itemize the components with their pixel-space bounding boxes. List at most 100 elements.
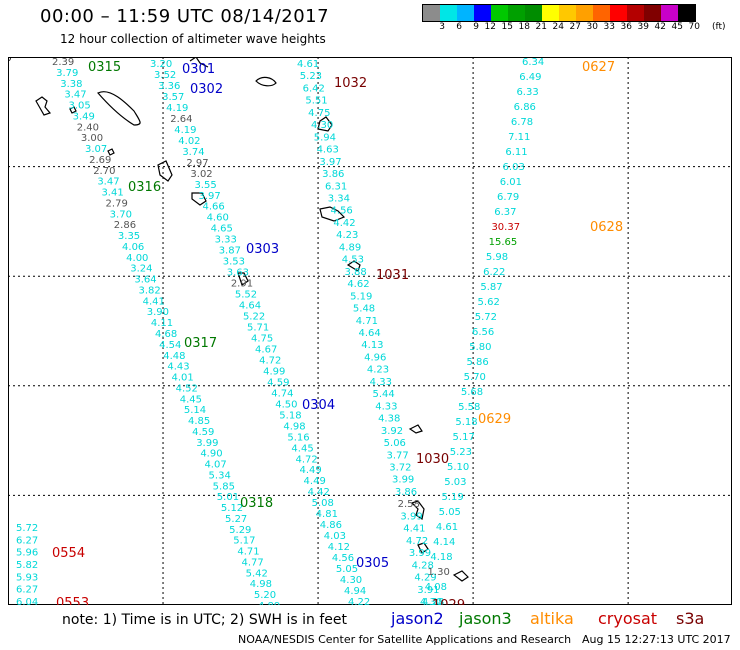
wave-height-value: 4.68 — [155, 329, 177, 340]
wave-height-value: 5.10 — [447, 462, 469, 473]
color-scale-tick-label: 27 — [569, 22, 581, 32]
wave-height-value: 6.27 — [16, 535, 38, 546]
color-scale-tick-label: 33 — [603, 22, 615, 32]
wave-height-value: 3.82 — [139, 285, 161, 296]
track-id-label: 0317 — [184, 336, 217, 351]
wave-height-value: 3.87 — [219, 246, 241, 257]
wave-height-value: 4.33 — [370, 377, 392, 388]
color-scale-tick-label: 6 — [456, 22, 462, 32]
wave-height-value: 3.41 — [101, 188, 123, 199]
wave-height-value: 4.49 — [300, 465, 322, 476]
wave-height-value: 6.04 — [16, 597, 38, 605]
island-shape — [319, 206, 346, 222]
wave-height-value: 5.72 — [16, 523, 38, 534]
island-shape — [69, 106, 77, 114]
mission-jason3-label: jason3 — [459, 609, 512, 628]
island-shape — [189, 56, 209, 68]
color-scale-swatch — [559, 5, 576, 21]
wave-height-value: 3.91 — [417, 585, 439, 596]
wave-height-value: 4.89 — [339, 242, 361, 253]
wave-height-value: 1.30 — [428, 567, 450, 578]
wave-height-value: 4.61 — [436, 522, 458, 533]
island-shape — [452, 570, 469, 582]
wave-height-value: 5.23 — [300, 71, 322, 82]
track-id-label: 0553 — [56, 596, 89, 605]
wave-height-value: 4.06 — [122, 242, 144, 253]
wave-height-value: 6.79 — [497, 192, 519, 203]
wave-height-value: 4.74 — [271, 388, 293, 399]
color-scale-unit: (ft) — [712, 22, 726, 32]
color-scale-swatch — [678, 5, 695, 21]
color-scale-swatch — [525, 5, 542, 21]
color-scale-tick-label: 45 — [671, 22, 683, 32]
wave-height-value: 5.19 — [350, 291, 372, 302]
wave-height-value: 4.64 — [239, 301, 261, 312]
chart-title: 00:00 – 11:59 UTC 08/14/2017 — [40, 6, 330, 27]
color-scale-swatch — [661, 5, 678, 21]
wave-height-value: 3.99 — [196, 438, 218, 449]
wave-height-value: 5.71 — [247, 323, 269, 334]
wave-height-map: 2.39 3.79 3.38 3.47 3.05 3.49 2.40 3.00 3.07 2.69… — [0, 54, 732, 618]
footer-note: note: 1) Time is in UTC; 2) SWH is in fe… — [62, 612, 348, 628]
wave-height-value: 5.42 — [246, 568, 268, 579]
mission-altika-label: altika — [530, 609, 574, 628]
wave-height-value: 3.86 — [322, 169, 344, 180]
wave-height-value: 3.63 — [227, 268, 249, 279]
wave-height-value: 4.02 — [178, 136, 200, 147]
track-id-label: 0303 — [246, 242, 279, 257]
wave-height-value: 6.56 — [472, 327, 494, 338]
wave-height-value: 4.72 — [295, 454, 317, 465]
wave-height-value: 5.27 — [225, 514, 247, 525]
wave-height-value: 3.55 — [194, 180, 216, 191]
grid-lines — [8, 57, 732, 605]
wave-height-value: 4.71 — [356, 316, 378, 327]
wave-height-value: 4.29 — [414, 573, 436, 584]
wave-height-value: 4.62 — [347, 279, 369, 290]
wave-height-value: 4.07 — [204, 460, 226, 471]
wave-height-value: 2.39 — [52, 57, 74, 68]
color-scale-swatch — [474, 5, 491, 21]
wave-height-value: 2.69 — [89, 155, 111, 166]
track-id-label: 1032 — [334, 76, 367, 91]
wave-height-value: 6.33 — [516, 87, 538, 98]
wave-height-value: 3.79 — [56, 68, 78, 79]
wave-height-value: 5.94 — [314, 132, 336, 143]
wave-height-value: 6.31 — [325, 181, 347, 192]
color-scale-tick-label: 9 — [473, 22, 479, 32]
wave-height-value: 4.42 — [333, 218, 355, 229]
wave-height-value: 3.02 — [190, 169, 212, 180]
wave-height-value: 3.49 — [73, 111, 95, 122]
mission-s3a-label: s3a — [676, 609, 705, 628]
wave-height-value: 5.05 — [336, 564, 358, 575]
wave-height-value: 5.82 — [16, 560, 38, 571]
color-scale-tick-label: 15 — [501, 22, 513, 32]
color-scale-tick-label: 36 — [620, 22, 632, 32]
color-scale-swatch — [576, 5, 593, 21]
wave-height-value: 3.57 — [162, 92, 184, 103]
wave-height-value: 4.48 — [163, 351, 185, 362]
wave-height-value: 4.72 — [406, 536, 428, 547]
wave-height-value: 3.90 — [147, 307, 169, 318]
wave-height-value: 5.18 — [279, 410, 301, 421]
wave-height-value: 4.77 — [242, 557, 264, 568]
wave-height-value: 6.37 — [494, 207, 516, 218]
islands — [35, 56, 469, 582]
track-id-label: 1031 — [376, 268, 409, 283]
wave-height-value: 5.98 — [486, 252, 508, 263]
wave-height-value: 5.12 — [221, 503, 243, 514]
wave-height-value: 4.86 — [320, 520, 342, 531]
wave-height-value: 4.08 — [425, 582, 447, 593]
wave-height-value: 4.98 — [283, 421, 305, 432]
wave-height-value: 5.23 — [450, 447, 472, 458]
wave-height-value: 4.94 — [344, 586, 366, 597]
wave-height-value: 3.07 — [85, 144, 107, 155]
wave-height-value: 4.11 — [151, 318, 173, 329]
credit-text: NOAA/NESDIS Center for Satellite Applica… — [238, 633, 572, 646]
wave-height-value: 2.64 — [170, 114, 192, 125]
island-shape — [157, 160, 173, 182]
wave-height-value: 5.44 — [372, 389, 394, 400]
wave-height-value: 4.00 — [126, 253, 148, 264]
color-scale-swatch — [423, 5, 440, 21]
wave-height-value: 3.47 — [64, 90, 86, 101]
wave-height-value: 3.20 — [150, 59, 172, 70]
